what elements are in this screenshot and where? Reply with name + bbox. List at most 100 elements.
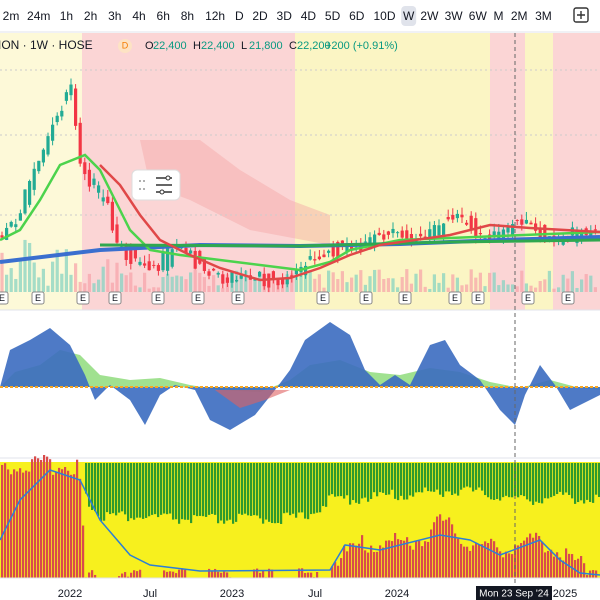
time-label: 2025 <box>553 588 577 600</box>
interval-button[interactable]: D <box>235 9 244 23</box>
green-bar <box>400 463 403 496</box>
red-bar <box>364 550 367 578</box>
red-bar <box>469 550 472 578</box>
earnings-marker[interactable]: E <box>235 293 241 303</box>
earnings-box[interactable] <box>151 291 165 305</box>
green-bar <box>520 463 523 496</box>
interval-button[interactable]: 24m <box>27 9 50 23</box>
red-bar <box>472 545 475 578</box>
green-bar <box>448 463 451 492</box>
red-bar <box>10 474 13 578</box>
ohlc-value: 22,400 <box>153 40 187 52</box>
red-bar <box>544 552 547 578</box>
candle-body <box>294 268 298 275</box>
time-label: 2023 <box>220 588 244 600</box>
interval-button[interactable]: 2m <box>3 9 20 23</box>
interval-button[interactable]: 4D <box>301 9 317 23</box>
interval-button[interactable]: 8h <box>181 9 194 23</box>
earnings-marker[interactable]: E <box>112 293 118 303</box>
candle-body <box>524 219 528 224</box>
interval-button[interactable]: 12h <box>205 9 225 23</box>
red-bar <box>583 563 586 578</box>
interval-button[interactable]: 2M <box>511 9 528 23</box>
volume-bar <box>547 270 551 292</box>
earnings-marker[interactable]: E <box>565 293 571 303</box>
interval-button[interactable]: 2h <box>84 9 97 23</box>
interval-button[interactable]: 3h <box>108 9 121 23</box>
zone <box>0 33 82 310</box>
earnings-box[interactable] <box>316 291 330 305</box>
earnings-marker[interactable]: E <box>475 293 481 303</box>
green-bar <box>547 463 550 499</box>
earnings-box[interactable] <box>108 291 122 305</box>
earnings-marker[interactable]: E <box>80 293 86 303</box>
earnings-box[interactable] <box>359 291 373 305</box>
interval-button[interactable]: 3D <box>277 9 293 23</box>
interval-button[interactable]: 6W <box>469 9 488 23</box>
green-bar <box>91 463 94 511</box>
earnings-box[interactable] <box>31 291 45 305</box>
earnings-box[interactable] <box>521 291 535 305</box>
green-bar <box>160 463 163 515</box>
earnings-marker[interactable]: E <box>363 293 369 303</box>
active-interval-bg <box>401 6 417 26</box>
green-bar <box>292 463 295 514</box>
volume-bar <box>534 287 538 292</box>
green-bar <box>346 463 349 496</box>
interval-button[interactable]: M <box>494 9 504 23</box>
volume-bar <box>101 266 105 292</box>
candle-body <box>138 261 142 265</box>
green-bar <box>166 463 169 515</box>
interval-button[interactable]: 3W <box>445 9 464 23</box>
green-bar <box>469 463 472 488</box>
candle-body <box>589 233 593 236</box>
interval-button[interactable]: 3M <box>535 9 552 23</box>
volume-bar <box>202 277 206 292</box>
earnings-box[interactable] <box>0 291 9 305</box>
earnings-marker[interactable]: E <box>402 293 408 303</box>
interval-button[interactable]: 5D <box>325 9 341 23</box>
drawing-widget[interactable] <box>131 169 181 201</box>
volume-bar <box>304 271 308 292</box>
earnings-box[interactable] <box>448 291 462 305</box>
earnings-marker[interactable]: E <box>35 293 41 303</box>
green-bar <box>247 463 250 516</box>
red-bar <box>352 543 355 578</box>
candle-body <box>152 264 156 266</box>
green-bar <box>391 463 394 490</box>
green-bar <box>583 463 586 504</box>
interval-button[interactable]: 2D <box>252 9 268 23</box>
earnings-marker[interactable]: E <box>155 293 161 303</box>
earnings-marker[interactable]: E <box>452 293 458 303</box>
green-bar <box>598 463 600 497</box>
red-bar <box>511 554 514 578</box>
candle-body <box>437 225 441 236</box>
earnings-marker[interactable]: E <box>0 293 5 303</box>
red-bar <box>136 571 139 578</box>
earnings-box[interactable] <box>471 291 485 305</box>
green-bar <box>181 463 184 520</box>
earnings-box[interactable] <box>76 291 90 305</box>
volume-bar <box>419 269 423 292</box>
interval-button[interactable]: 10D <box>373 9 395 23</box>
toolbar-icon[interactable] <box>573 7 589 23</box>
interval-button[interactable]: 2W <box>420 9 439 23</box>
interval-button[interactable]: 6D <box>349 9 365 23</box>
earnings-marker[interactable]: E <box>525 293 531 303</box>
earnings-box[interactable] <box>398 291 412 305</box>
volume-bar <box>294 273 298 292</box>
earnings-marker[interactable]: E <box>320 293 326 303</box>
candle-body <box>32 168 36 190</box>
volume-bar <box>207 285 211 292</box>
earnings-box[interactable] <box>231 291 245 305</box>
interval-button[interactable]: 4h <box>132 9 145 23</box>
earnings-marker[interactable]: E <box>195 293 201 303</box>
red-bar <box>94 574 97 578</box>
interval-button[interactable]: W <box>403 9 415 23</box>
red-bar <box>430 529 433 578</box>
volume-bar <box>354 274 358 292</box>
interval-button[interactable]: 1h <box>60 9 73 23</box>
interval-button[interactable]: 6h <box>157 9 170 23</box>
earnings-box[interactable] <box>191 291 205 305</box>
earnings-box[interactable] <box>561 291 575 305</box>
